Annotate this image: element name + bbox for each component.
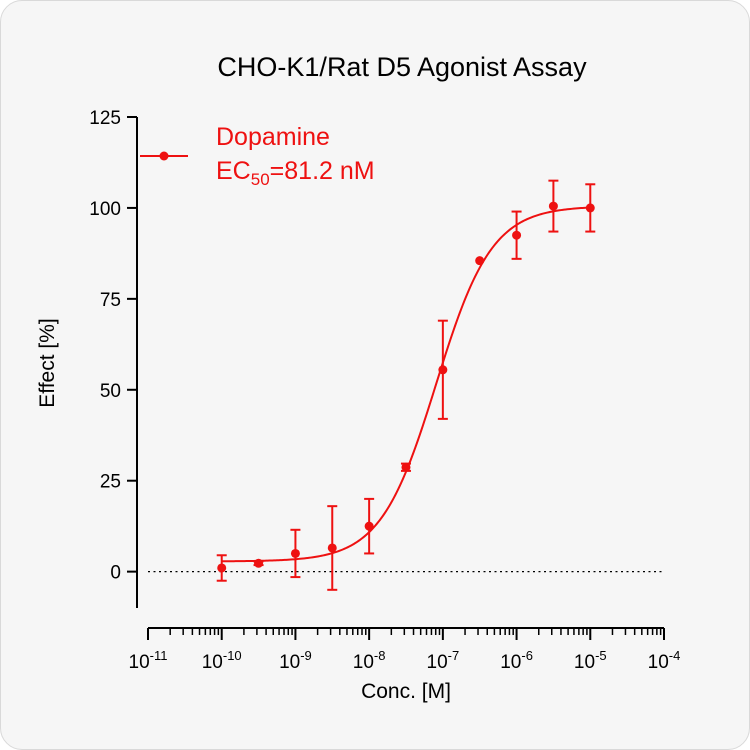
data-point (254, 558, 264, 568)
legend-series-name: Dopamine (216, 123, 330, 151)
error-bars (216, 179, 596, 591)
x-axis: 10-11 10-10 10-9 10-8 10-7 10-6 10-5 10-4 (129, 627, 681, 673)
data-point (401, 462, 411, 472)
chart-title: CHO-K1/Rat D5 Agonist Assay (217, 52, 587, 82)
x-tick-base: 10 (129, 652, 150, 673)
x-tick-label: 10-10 (202, 648, 242, 673)
x-tick-label: 10-5 (574, 648, 607, 673)
data-point (327, 543, 337, 553)
data-point (364, 521, 374, 531)
data-point (217, 563, 227, 573)
x-tick-exponent: -9 (300, 648, 312, 663)
y-axis: 0 25 50 75 100 125 (89, 108, 138, 608)
x-tick-exponent: -7 (448, 648, 460, 663)
x-tick-base: 10 (648, 652, 669, 673)
x-tick-label: 10-8 (353, 648, 386, 673)
ec50-prefix: EC (216, 157, 251, 185)
x-tick-exponent: -4 (669, 648, 681, 663)
data-point (290, 548, 300, 558)
x-tick-label: 10-6 (500, 648, 533, 673)
x-tick-exponent: -5 (595, 648, 607, 663)
data-point (438, 365, 448, 375)
x-axis-label: Conc. [M] (361, 680, 451, 703)
x-tick-label: 10-11 (129, 648, 168, 673)
legend-point-marker (159, 151, 169, 161)
x-tick-exponent: -10 (223, 648, 242, 663)
legend-ec50-label: EC50=81.2 nM (216, 157, 375, 189)
ec50-value: =81.2 nM (270, 157, 375, 185)
x-tick-base: 10 (500, 652, 521, 673)
x-tick-base: 10 (202, 652, 223, 673)
x-tick-label: 10-7 (427, 648, 460, 673)
y-tick-label-25: 25 (100, 472, 121, 493)
x-tick-base: 10 (574, 652, 595, 673)
x-tick-exponent: -11 (150, 648, 168, 663)
x-tick-label: 10-9 (279, 648, 312, 673)
fit-curve-path (221, 206, 591, 563)
data-point (548, 201, 558, 211)
data-points (217, 201, 595, 573)
fit-curve (221, 206, 591, 563)
legend: Dopamine EC50=81.2 nM (140, 123, 375, 189)
x-tick-base: 10 (353, 652, 374, 673)
y-tick-label-50: 50 (100, 381, 121, 402)
x-tick-exponent: -8 (374, 648, 386, 663)
data-point (475, 256, 485, 266)
ec50-subscript: 50 (251, 170, 270, 189)
x-tick-base: 10 (279, 652, 300, 673)
y-tick-label-100: 100 (89, 199, 121, 220)
x-tick-base: 10 (427, 652, 448, 673)
y-tick-label-125: 125 (89, 108, 121, 129)
y-tick-label-0: 0 (110, 563, 121, 584)
y-tick-label-75: 75 (100, 290, 121, 311)
data-point (512, 230, 522, 240)
x-tick-exponent: -6 (521, 648, 533, 663)
y-axis-label: Effect [%] (36, 318, 59, 408)
x-tick-label: 10-4 (648, 648, 681, 673)
data-point (585, 203, 595, 213)
